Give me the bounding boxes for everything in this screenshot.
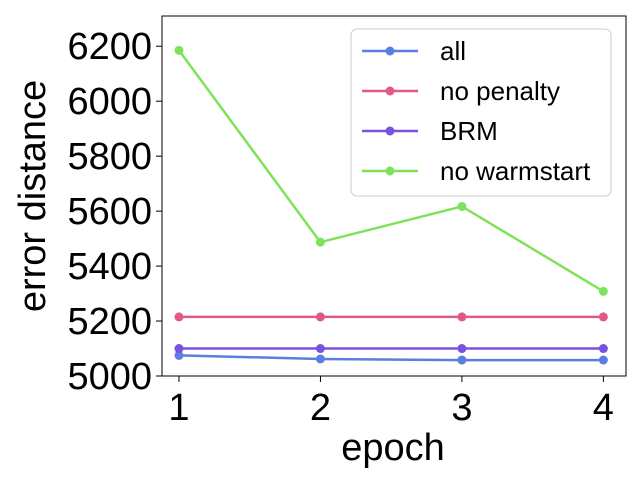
data-point-no-penalty	[598, 312, 608, 322]
data-point-no-warmstart	[315, 237, 325, 247]
x-tick-label: 1	[168, 387, 189, 429]
y-tick-label: 5400	[67, 246, 152, 288]
x-tick-label: 3	[451, 387, 472, 429]
data-point-brm	[315, 344, 325, 354]
series-line-all	[178, 354, 604, 362]
x-tick-label: 2	[310, 387, 331, 429]
data-point-all	[598, 355, 608, 365]
y-tick-label: 5200	[67, 301, 152, 343]
legend: all no penalty BRM no warmstart	[350, 28, 612, 197]
legend-label: all	[440, 36, 466, 66]
data-point-no-penalty	[174, 312, 184, 322]
series-no-penalty	[174, 312, 608, 322]
plot-area-frame	[161, 15, 627, 377]
data-point-all	[457, 355, 467, 365]
legend-item: no warmstart	[362, 156, 591, 186]
legend-item: BRM	[362, 116, 498, 146]
data-point-brm	[457, 344, 467, 354]
legend-label: no penalty	[440, 76, 560, 106]
y-tick-label: 5800	[67, 136, 152, 178]
data-point-all	[315, 354, 325, 364]
data-point-no-warmstart	[174, 45, 184, 55]
y-tick-label: 6200	[67, 26, 152, 68]
y-tick-label: 6000	[67, 81, 152, 123]
series-no-warmstart	[174, 45, 608, 296]
series-brm	[174, 344, 608, 354]
legend-item: all	[362, 36, 466, 66]
legend-frame	[350, 28, 612, 197]
series-all	[174, 350, 608, 365]
y-tick-label: 5600	[67, 191, 152, 233]
series-line-no-warmstart	[177, 49, 605, 293]
legend-swatch-marker	[385, 86, 395, 96]
data-point-brm	[598, 344, 608, 354]
data-point-all	[174, 350, 184, 360]
data-point-no-warmstart	[598, 286, 608, 296]
legend-label: no warmstart	[440, 156, 591, 186]
data-point-no-penalty	[315, 312, 325, 322]
data-point-brm	[174, 344, 184, 354]
y-tick-label: 5000	[67, 356, 152, 398]
legend-item: no penalty	[362, 76, 560, 106]
y-axis-label: error distance	[12, 80, 54, 312]
x-axis-ticks: 1 2 3 4	[168, 376, 614, 429]
y-axis-ticks: 5000 5200 5400 5600 5800 6000 6200	[67, 26, 162, 398]
series-layer	[174, 45, 608, 365]
x-axis-label: epoch	[341, 427, 445, 469]
x-tick-label: 4	[593, 387, 614, 429]
legend-label: BRM	[440, 116, 498, 146]
legend-swatch-marker	[385, 46, 395, 56]
data-point-no-warmstart	[457, 201, 467, 211]
legend-swatch-marker	[385, 166, 395, 176]
data-point-no-penalty	[457, 312, 467, 322]
legend-swatch-marker	[385, 126, 395, 136]
